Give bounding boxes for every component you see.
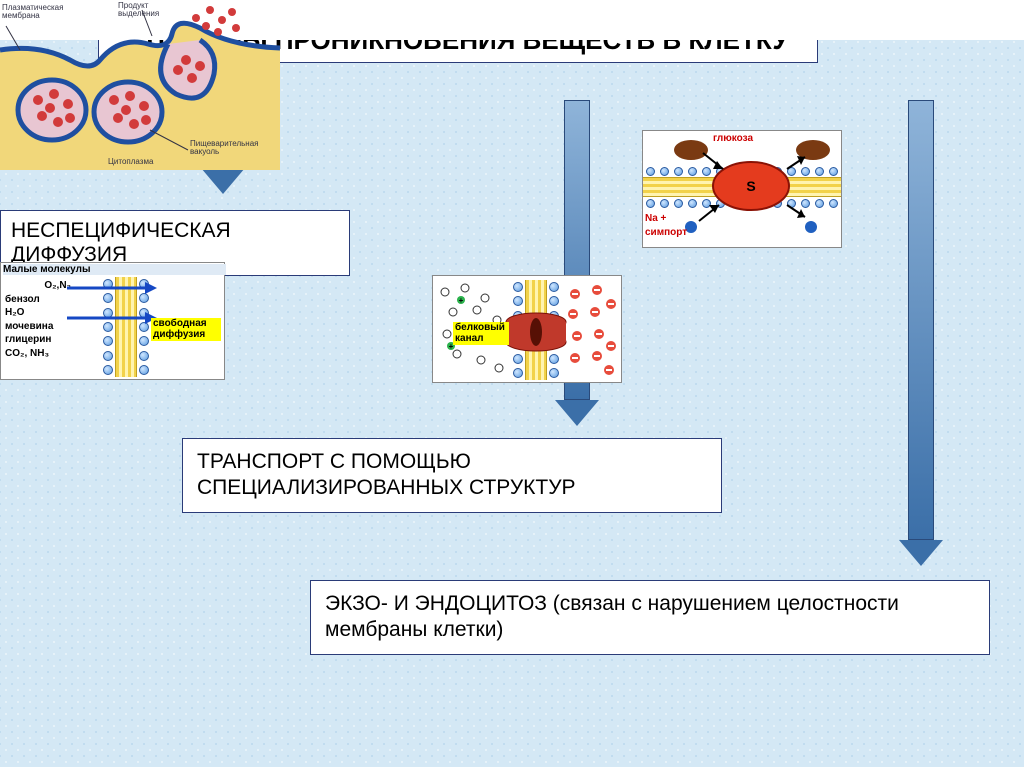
na-arrow-icon: [697, 201, 727, 225]
channel-tag: белковый канал: [453, 322, 509, 345]
mol-5: CO₂, NH₃: [5, 347, 71, 361]
diffusion-tag: свободная диффузия: [151, 318, 221, 341]
diffusion-molecule-list: O₂,N₂ бензол H₂O мочевина глицерин CO₂, …: [5, 279, 71, 360]
glucose-arrow-icon: [701, 149, 731, 175]
mol-3: мочевина: [5, 320, 71, 334]
diffusion-diagram: Малые молекулы O₂,N₂ бензол H₂O мочевина…: [0, 262, 225, 380]
na-out-icon: [803, 219, 819, 235]
mol-4: глицерин: [5, 333, 71, 347]
symport-diagram: S глюкоза Na + симпорт: [642, 130, 842, 248]
out-arrow2-icon: [785, 201, 809, 221]
mol-0: O₂,N₂: [5, 279, 71, 293]
channel-protein-icon: [505, 312, 567, 352]
endocytosis-diagram: Плазматическая мембрана Продукт выделени…: [0, 0, 280, 170]
branch-diffusion-label: НЕСПЕЦИФИЧЕСКАЯ ДИФФУЗИЯ: [11, 219, 231, 266]
symport-label: симпорт: [645, 227, 687, 238]
cytoplasm-label: Цитоплазма: [108, 158, 153, 166]
vacuole-label: Пищеварительная вакуоль: [190, 140, 276, 157]
membrane-label: Плазматическая мембрана: [2, 4, 72, 21]
branch-endocytosis-label: ЭКЗО- И ЭНДОЦИТОЗ (связан с нарушением ц…: [325, 592, 899, 641]
arrow-to-endocytosis: [896, 100, 946, 566]
branch-transport-label: ТРАНСПОРТ С ПОМОЩЬЮ СПЕЦИАЛИЗИРОВАННЫХ С…: [197, 450, 576, 499]
diffusion-heading: Малые молекулы: [3, 264, 226, 275]
diffusion-arrow-icon: [67, 311, 157, 325]
channel-diagram: +++ белковый канал: [432, 275, 622, 383]
protein-letter: S: [746, 178, 755, 194]
out-arrow1-icon: [785, 153, 809, 173]
mol-2: H₂O: [5, 306, 71, 320]
branch-transport-box: ТРАНСПОРТ С ПОМОЩЬЮ СПЕЦИАЛИЗИРОВАННЫХ С…: [182, 438, 722, 513]
mol-1: бензол: [5, 293, 71, 307]
branch-endocytosis-box: ЭКЗО- И ЭНДОЦИТОЗ (связан с нарушением ц…: [310, 580, 990, 655]
svg-text:+: +: [459, 296, 464, 305]
diffusion-arrow-icon: [67, 281, 157, 295]
product-label: Продукт выделения: [118, 2, 178, 19]
na-label: Na +: [645, 213, 666, 224]
glucose-label: глюкоза: [713, 133, 753, 144]
ions-right-icon: [563, 280, 621, 380]
